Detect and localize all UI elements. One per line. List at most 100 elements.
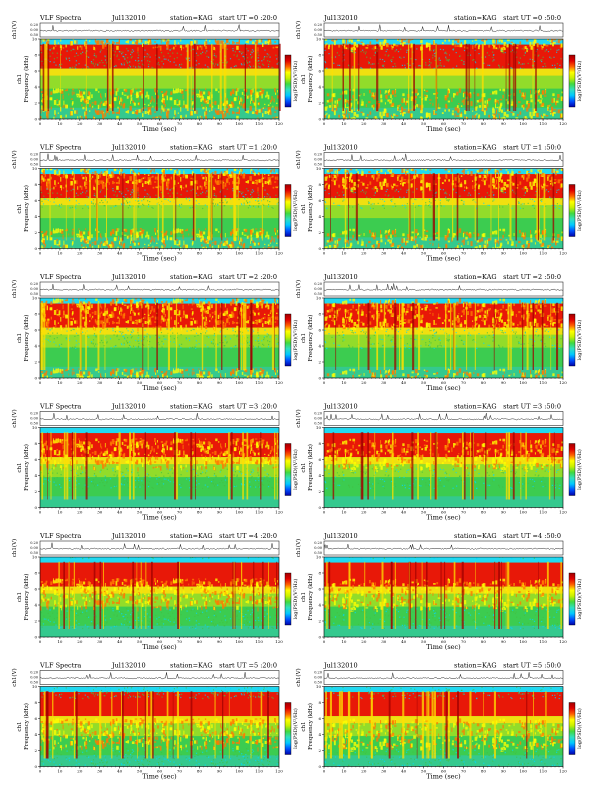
spectrogram bbox=[324, 686, 563, 767]
x-tick-label: 10 bbox=[57, 121, 63, 126]
y-tick-label: 4 bbox=[318, 473, 321, 478]
sferic-streak bbox=[63, 432, 66, 500]
sferic-streak bbox=[137, 691, 138, 759]
x-tick-label: 50 bbox=[421, 769, 427, 774]
x-tick-label: 100 bbox=[235, 380, 243, 385]
x-tick-label: 80 bbox=[481, 769, 487, 774]
sferic-streak bbox=[161, 173, 164, 241]
waveform-tick: 0.00 bbox=[30, 417, 38, 421]
sferic-streak bbox=[262, 561, 264, 629]
x-tick-label: 80 bbox=[197, 251, 203, 256]
waveform-tick: 0.20 bbox=[314, 282, 322, 286]
panel-date: Jul132010 bbox=[323, 14, 358, 22]
sferic-streak bbox=[483, 691, 484, 759]
sferic-streak bbox=[121, 691, 122, 759]
sferic-streak bbox=[421, 43, 423, 111]
sferic-streak bbox=[40, 302, 43, 370]
x-tick-label: 70 bbox=[461, 769, 467, 774]
waveform-tick: 0.50 bbox=[314, 292, 322, 296]
y-axis-label-prefix: ch1 bbox=[17, 203, 23, 213]
x-tick-label: 110 bbox=[539, 639, 547, 644]
x-tick-label: 0 bbox=[39, 380, 42, 385]
sferic-streak bbox=[268, 561, 269, 629]
y-tick-label: 10 bbox=[316, 296, 322, 301]
y-tick-label: 0 bbox=[34, 246, 37, 251]
x-tick-label: 60 bbox=[157, 121, 163, 126]
waveform-tick: 0.50 bbox=[314, 422, 322, 426]
x-tick-label: 10 bbox=[341, 251, 347, 256]
panel: Jul132010 station=KAG start UT =2 :50:0 ch1… bbox=[295, 273, 583, 392]
sferic-streak bbox=[177, 561, 180, 629]
x-tick-label: 100 bbox=[235, 510, 243, 515]
x-tick-label: 80 bbox=[481, 251, 487, 256]
x-tick-label: 40 bbox=[117, 639, 123, 644]
waveform-tick: 0.00 bbox=[314, 676, 322, 680]
y-tick-label: 8 bbox=[318, 700, 321, 705]
x-tick-label: 20 bbox=[361, 510, 367, 515]
x-tick-label: 40 bbox=[401, 380, 407, 385]
panel: VLF Spectra Jul132010 station=KAG start UT … bbox=[11, 273, 299, 392]
sferic-streak bbox=[535, 43, 537, 111]
x-tick-label: 110 bbox=[539, 121, 547, 126]
spectrogram bbox=[324, 427, 563, 508]
sferic-streak bbox=[541, 302, 544, 370]
x-tick-label: 60 bbox=[157, 510, 163, 515]
sferic-streak bbox=[111, 43, 114, 111]
colorbar bbox=[568, 184, 576, 237]
x-axis-label: Time (sec) bbox=[142, 514, 177, 522]
sferic-streak bbox=[374, 432, 376, 500]
sferic-streak bbox=[498, 173, 499, 241]
sferic-streak bbox=[465, 43, 468, 111]
sferic-streak bbox=[190, 43, 192, 111]
sferic-streak bbox=[147, 302, 149, 370]
sferic-streak bbox=[68, 561, 70, 629]
spectrogram bbox=[40, 168, 279, 249]
sferic-streak bbox=[471, 432, 473, 500]
y-tick-label: 8 bbox=[34, 53, 37, 58]
waveform-trace bbox=[39, 672, 280, 680]
y-tick-label: 10 bbox=[32, 555, 38, 560]
sferic-streak bbox=[450, 302, 452, 370]
panel-start-time: start UT =1 :50:0 bbox=[503, 144, 561, 152]
sferic-streak bbox=[133, 173, 135, 241]
sferic-streak bbox=[493, 302, 495, 370]
x-tick-label: 40 bbox=[117, 510, 123, 515]
y-tick-label: 2 bbox=[318, 619, 321, 624]
sferic-streak bbox=[142, 302, 144, 370]
sferic-streak bbox=[215, 302, 217, 370]
sferic-streak bbox=[96, 173, 98, 241]
sferic-streak bbox=[175, 302, 178, 370]
sferic-streak bbox=[526, 691, 528, 759]
x-tick-label: 120 bbox=[275, 769, 283, 774]
sferic-streak bbox=[538, 561, 539, 629]
sferic-streak bbox=[104, 302, 106, 370]
sferic-streak bbox=[58, 561, 60, 629]
sferic-streak bbox=[129, 432, 131, 500]
y-axis-label: Frequency (kHz) bbox=[23, 315, 30, 362]
sferic-streak bbox=[434, 432, 437, 500]
x-tick-label: 0 bbox=[323, 769, 326, 774]
sferic-streak bbox=[525, 432, 527, 500]
panel-date: Jul132010 bbox=[111, 144, 146, 152]
sferic-streak bbox=[512, 432, 515, 500]
sferic-streak bbox=[543, 173, 546, 241]
waveform-tick: 0.50 bbox=[30, 681, 38, 685]
x-tick-label: 0 bbox=[39, 639, 42, 644]
sferic-streak bbox=[361, 432, 364, 500]
y-tick-label: 8 bbox=[318, 182, 321, 187]
sferic-streak bbox=[140, 561, 142, 629]
colorbar bbox=[284, 702, 292, 755]
sferic-streak bbox=[150, 691, 153, 759]
x-tick-label: 120 bbox=[275, 510, 283, 515]
x-tick-label: 0 bbox=[323, 380, 326, 385]
sferic-streak bbox=[42, 302, 44, 370]
y-tick-label: 2 bbox=[318, 489, 321, 494]
x-axis-label: Time (sec) bbox=[142, 773, 177, 781]
sferic-streak bbox=[46, 691, 49, 759]
waveform-tick: 0.00 bbox=[30, 158, 38, 162]
x-tick-label: 60 bbox=[157, 639, 163, 644]
panel-date: Jul132010 bbox=[323, 144, 358, 152]
sferic-streak bbox=[111, 691, 113, 759]
panel-start-time: start UT =0 :50:0 bbox=[503, 14, 561, 22]
x-tick-label: 90 bbox=[217, 251, 223, 256]
